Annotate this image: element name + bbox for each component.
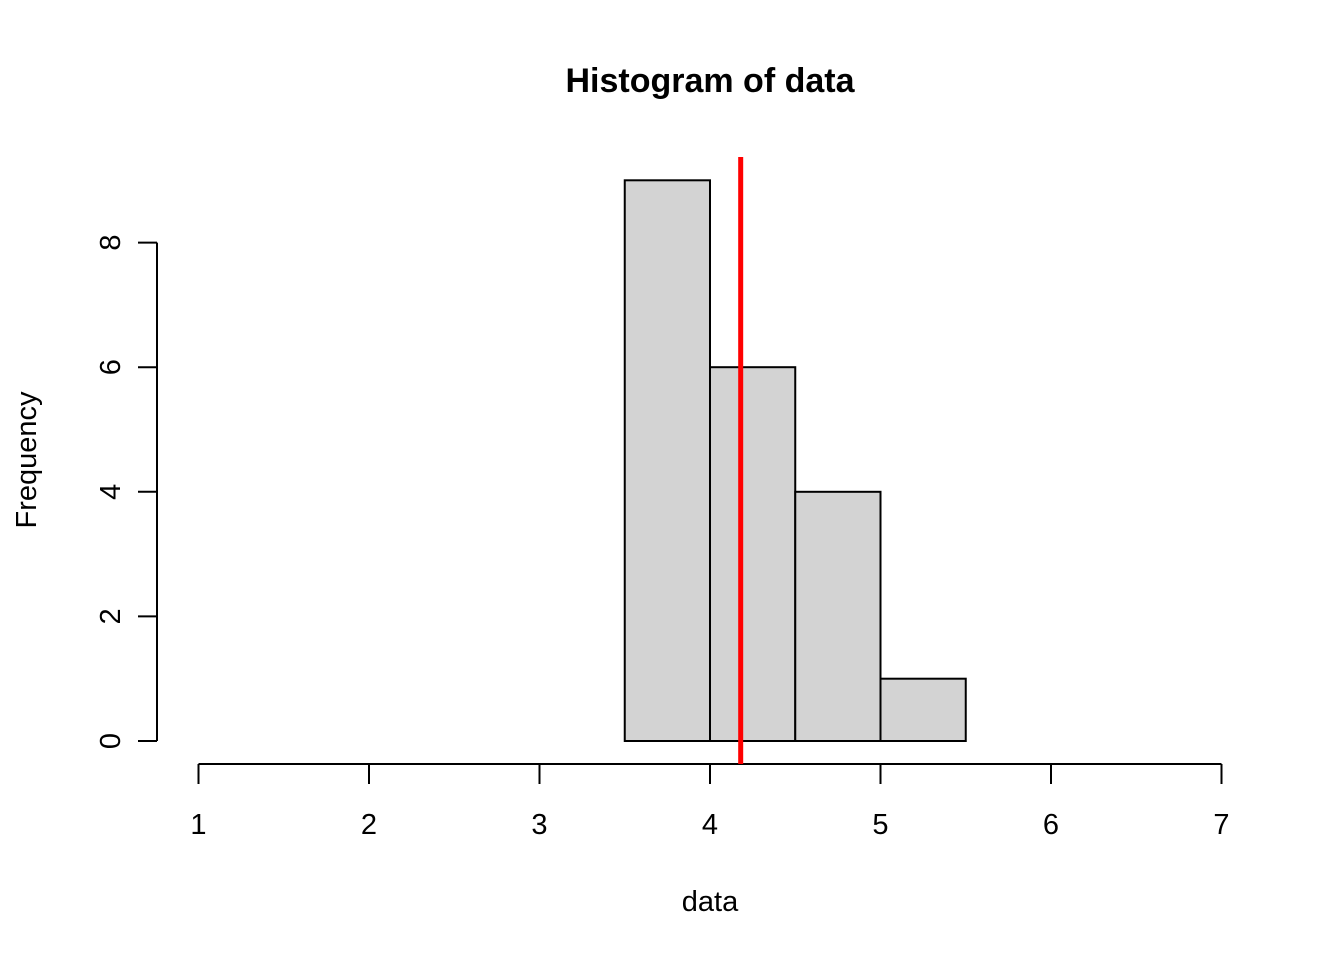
y-axis-label: Frequency (11, 391, 43, 529)
x-axis: 1 2 3 4 5 6 7 (190, 763, 1230, 841)
histogram-bar-2 (794, 490, 882, 742)
x-tick-label: 3 (531, 809, 547, 841)
x-tick-label: 1 (190, 809, 206, 841)
y-tick-label: 4 (95, 484, 127, 500)
x-tick-label: 2 (361, 809, 377, 841)
histogram-bar-1 (709, 366, 797, 742)
y-axis: 0 2 4 6 8 (95, 235, 158, 749)
y-tick-label: 2 (95, 608, 127, 624)
y-tick-label: 0 (95, 733, 127, 749)
y-tick-label: 6 (95, 359, 127, 375)
y-tick-label: 8 (95, 235, 127, 251)
x-tick-label: 5 (872, 809, 888, 841)
bars-group (623, 179, 967, 743)
x-tick-label: 7 (1213, 809, 1229, 841)
histogram-bar-0 (623, 179, 711, 743)
x-axis-label: data (682, 886, 739, 918)
histogram-bar-3 (879, 677, 967, 743)
x-tick-label: 6 (1043, 809, 1059, 841)
x-tick-label: 4 (702, 809, 718, 841)
chart-title: Histogram of data (565, 62, 855, 100)
